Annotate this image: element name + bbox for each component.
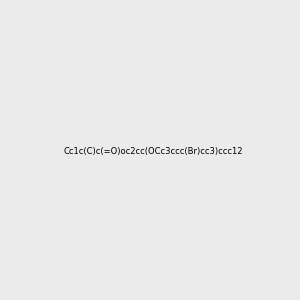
Text: Cc1c(C)c(=O)oc2cc(OCc3ccc(Br)cc3)ccc12: Cc1c(C)c(=O)oc2cc(OCc3ccc(Br)cc3)ccc12 [64,147,244,156]
